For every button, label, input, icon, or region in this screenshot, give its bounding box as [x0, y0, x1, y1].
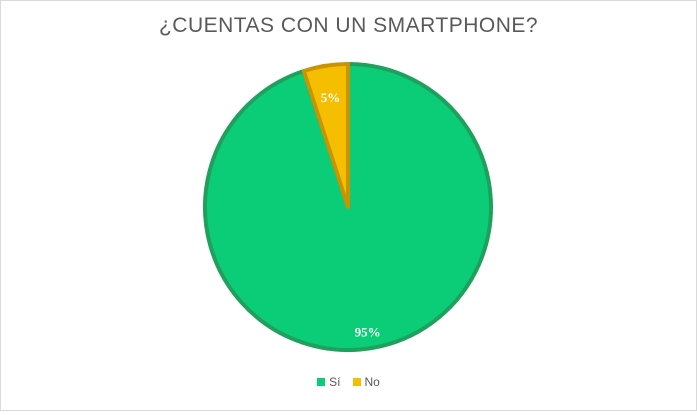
- legend-label-si: Sí: [329, 375, 341, 389]
- data-label-no: 5%: [321, 90, 341, 105]
- legend-item-no: No: [352, 375, 380, 389]
- legend-item-si: Sí: [317, 375, 341, 389]
- slice-no: [301, 62, 350, 209]
- chart-title: ¿CUENTAS CON UN SMARTPHONE?: [158, 14, 539, 37]
- legend: Sí No: [0, 375, 697, 389]
- data-label-si: 95%: [355, 324, 381, 339]
- legend-swatch-si: [317, 378, 326, 386]
- legend-swatch-no: [352, 378, 361, 386]
- legend-label-no: No: [364, 375, 380, 389]
